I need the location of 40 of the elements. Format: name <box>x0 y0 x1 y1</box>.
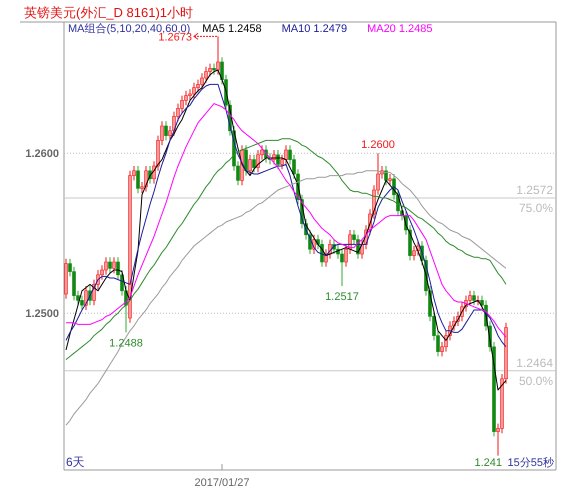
annotation: 15分55秒 <box>508 457 554 469</box>
ref-line-label: 1.2572 <box>516 183 554 197</box>
candlestick <box>108 256 112 274</box>
annotation: 1.2517 <box>325 291 359 303</box>
candlestick <box>384 166 388 186</box>
annotation: 1.2488 <box>109 337 143 350</box>
candlestick <box>112 256 116 274</box>
candlestick <box>252 154 256 173</box>
candlestick <box>216 36 220 76</box>
candlestick <box>144 166 148 192</box>
candlestick <box>276 150 280 170</box>
chart-title: 英镑美元(外汇_D 8161)1小时 <box>24 5 194 20</box>
candlestick <box>244 144 248 176</box>
candlestick <box>388 174 392 186</box>
candlestick <box>248 154 252 176</box>
candlestick <box>212 63 216 76</box>
candlestick <box>104 256 108 276</box>
annotation: 1.2673 <box>158 31 192 44</box>
text: MA5 1.2458 <box>202 23 262 35</box>
line-series <box>66 138 506 360</box>
candlestick <box>412 246 416 261</box>
ref-line-label: 1.2464 <box>516 356 554 370</box>
candlestick <box>340 248 344 286</box>
candlestick <box>80 295 84 310</box>
annotation: 1.241 <box>474 457 502 469</box>
candlestick <box>84 286 88 310</box>
candlestick <box>272 150 276 165</box>
x-tick-label: 2017/01/27 <box>194 477 250 489</box>
text: MA20 1.2485 <box>367 23 432 35</box>
annotation: 1.2600 <box>361 139 395 152</box>
candlestick <box>284 144 288 165</box>
y-tick-label: 1.2500 <box>25 308 59 320</box>
annotation: 50.0% <box>518 374 554 388</box>
candlestick <box>192 82 196 100</box>
candlestick <box>164 120 168 141</box>
candlestick <box>472 290 476 306</box>
candlestick <box>136 166 140 194</box>
annotation: 6天 <box>66 455 85 469</box>
annotation: 75.0% <box>518 201 554 215</box>
text: MA10 1.2479 <box>282 23 348 35</box>
